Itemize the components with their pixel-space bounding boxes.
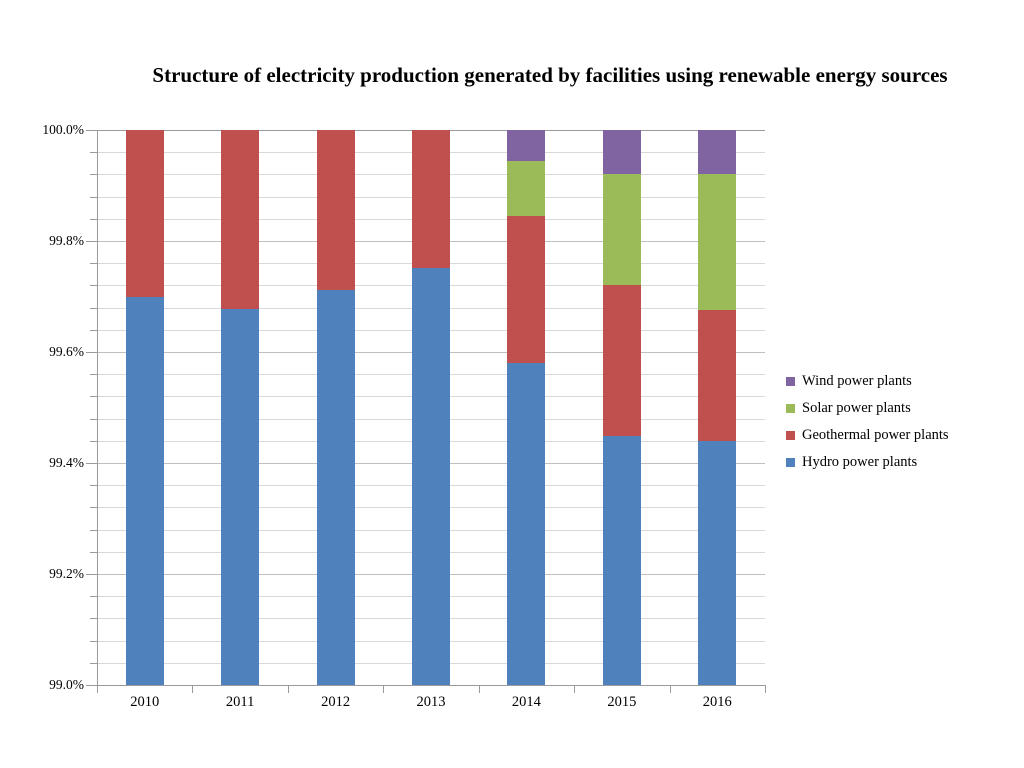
y-axis-tick (90, 152, 97, 154)
chart-legend: Wind power plants Solar power plants Geoth… (786, 368, 1016, 476)
y-axis-tick-label: 99.0% (49, 677, 84, 692)
y-axis-tick (90, 551, 97, 553)
y-axis-tick (86, 130, 97, 131)
x-axis-tick (97, 686, 98, 693)
bar-group-2012[interactable] (316, 130, 355, 685)
bar-segment-wind-2016[interactable] (698, 130, 737, 175)
y-axis-tick-label: 99.6% (49, 344, 84, 359)
y-axis-line (97, 130, 98, 686)
y-axis-tick (86, 241, 97, 242)
legend-item[interactable]: Hydro power plants (786, 449, 1016, 476)
y-axis-tick-label: 99.2% (49, 566, 84, 581)
y-axis-tick (90, 618, 97, 620)
bar-segment-hydro-2011[interactable] (221, 309, 260, 685)
plot-area (97, 130, 765, 686)
legend-swatch-icon (786, 404, 795, 413)
bar-segment-hydro-2015[interactable] (602, 435, 641, 685)
bar-segment-hydro-2014[interactable] (507, 363, 546, 685)
legend-item[interactable]: Wind power plants (786, 368, 1016, 395)
legend-item-label: Hydro power plants (802, 454, 918, 470)
x-axis-tick-label: 2010 (130, 694, 160, 710)
y-axis-labels: 100.0% 99.8% 99.6% 99.4% 99.2% 99.0% (0, 0, 84, 768)
x-axis-tick (478, 686, 480, 693)
legend-item-label: Geothermal power plants (802, 427, 949, 443)
bar-segment-hydro-2010[interactable] (125, 296, 164, 685)
bar-group-2011[interactable] (221, 130, 260, 685)
bar-segment-hydro-2012[interactable] (316, 289, 355, 685)
bar-group-2015[interactable] (602, 130, 641, 685)
y-axis-tick (90, 263, 97, 265)
bar-segment-solar-2014[interactable] (507, 160, 546, 217)
y-axis-tick (90, 440, 97, 442)
y-axis-tick (90, 196, 97, 198)
legend-item[interactable]: Solar power plants (786, 395, 1016, 422)
bar-segment-geothermal-2011[interactable] (221, 130, 260, 310)
legend-item[interactable]: Geothermal power plants (786, 422, 1016, 449)
y-axis-tick-label: 100.0% (42, 122, 84, 137)
x-axis-tick (192, 686, 194, 693)
y-axis-tick (90, 218, 97, 220)
bar-segment-hydro-2013[interactable] (412, 267, 450, 685)
y-axis-tick (90, 396, 97, 398)
bar-segment-geothermal-2012[interactable] (316, 130, 355, 290)
bar-segment-geothermal-2016[interactable] (698, 310, 737, 441)
x-axis-tick-label: 2011 (225, 694, 255, 710)
y-axis-tick-label: 99.8% (49, 233, 84, 248)
x-axis-tick-label: 2013 (416, 694, 446, 710)
y-axis-tick (90, 485, 97, 487)
bar-segment-geothermal-2014[interactable] (507, 216, 546, 364)
y-axis-tick (90, 529, 97, 531)
y-axis-tick (90, 640, 97, 642)
legend-swatch-icon (786, 458, 795, 467)
legend-item-label: Solar power plants (802, 400, 911, 416)
y-axis-tick (86, 463, 97, 464)
bar-segment-wind-2015[interactable] (602, 130, 641, 175)
x-axis-tick-label: 2015 (607, 694, 637, 710)
x-axis-tick (574, 686, 576, 693)
bar-segment-solar-2016[interactable] (698, 174, 737, 311)
bar-group-2010[interactable] (125, 130, 164, 685)
y-axis-tick (86, 352, 97, 353)
y-axis-tick (90, 285, 97, 287)
x-axis-tick-label: 2016 (702, 694, 732, 710)
bar-segment-solar-2015[interactable] (602, 174, 641, 286)
x-axis-tick (765, 686, 766, 693)
y-axis-tick (90, 507, 97, 509)
bar-group-2013[interactable] (412, 130, 450, 685)
y-axis-tick (86, 574, 97, 575)
bar-segment-geothermal-2013[interactable] (412, 130, 450, 268)
bar-segment-geothermal-2010[interactable] (125, 130, 164, 297)
y-axis-tick-label: 99.4% (49, 455, 84, 470)
bar-segment-hydro-2016[interactable] (698, 440, 737, 685)
y-axis-tick (90, 418, 97, 420)
bar-segment-geothermal-2015[interactable] (602, 285, 641, 436)
legend-swatch-icon (786, 431, 795, 440)
y-axis-tick (90, 596, 97, 598)
y-axis-tick (90, 374, 97, 376)
x-axis-tick-label: 2014 (511, 694, 541, 710)
x-axis-tick (383, 686, 385, 693)
y-axis-tick (86, 685, 97, 686)
bar-group-2014[interactable] (507, 130, 546, 685)
bar-group-2016[interactable] (698, 130, 737, 685)
legend-swatch-icon (786, 377, 795, 386)
x-axis-line (97, 685, 766, 686)
legend-item-label: Wind power plants (802, 373, 912, 389)
chart-title: Structure of electricity production gene… (152, 63, 948, 87)
y-axis-tick (90, 174, 97, 176)
y-axis-tick (90, 329, 97, 331)
x-axis-tick (287, 686, 289, 693)
x-axis-tick-label: 2012 (321, 694, 351, 710)
x-axis-tick (669, 686, 671, 693)
y-axis-tick (90, 662, 97, 664)
y-axis-tick (90, 307, 97, 309)
bar-segment-wind-2014[interactable] (507, 130, 546, 161)
